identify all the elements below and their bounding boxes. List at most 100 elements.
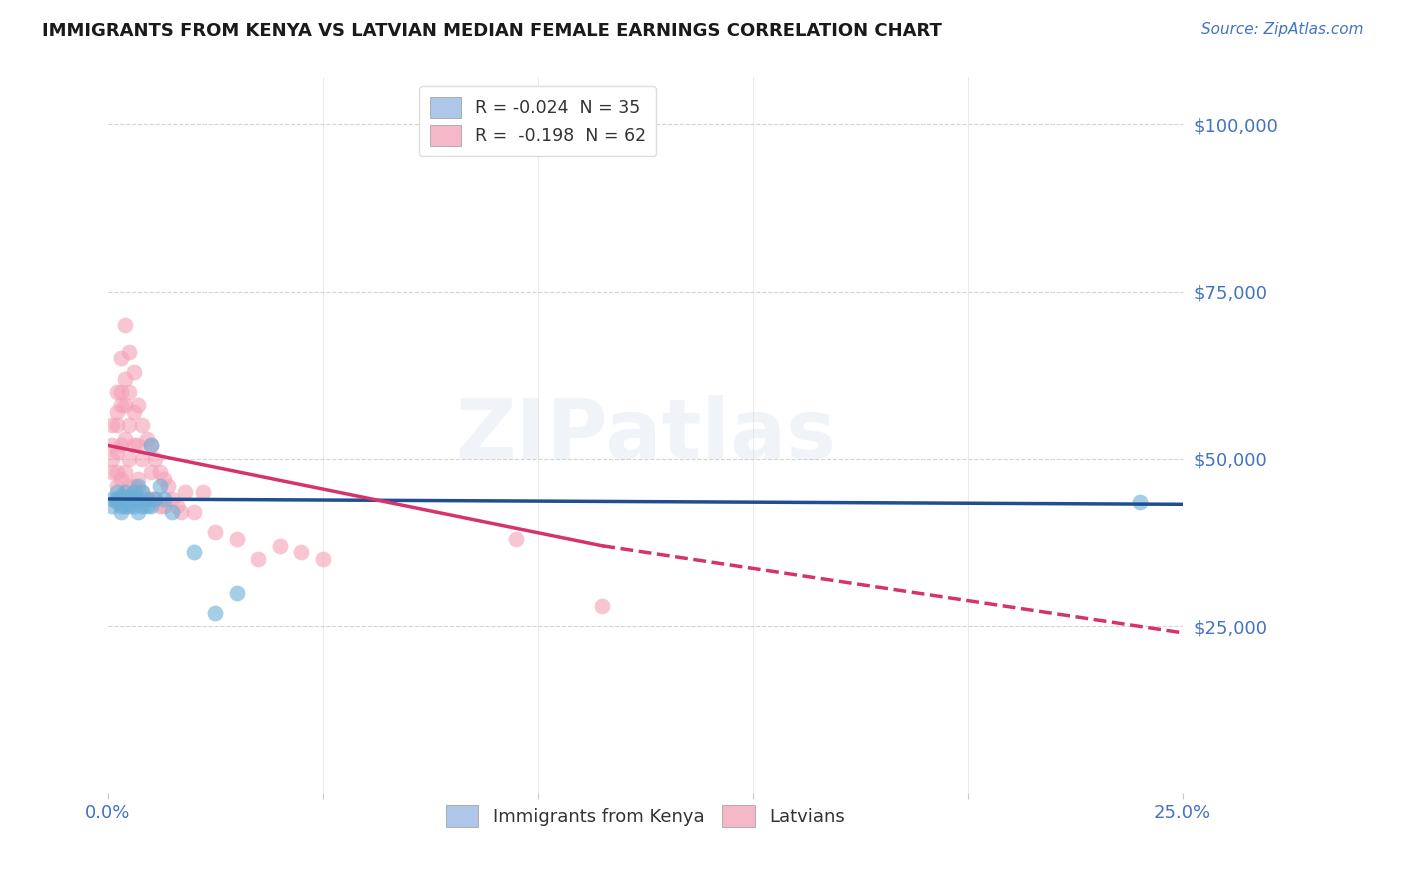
- Point: [139, 499, 162, 513]
- Point: [157, 478, 180, 492]
- Text: ZIPatlas: ZIPatlas: [454, 395, 835, 476]
- Legend: Immigrants from Kenya, Latvians: Immigrants from Kenya, Latvians: [439, 798, 852, 834]
- Point: [110, 351, 132, 366]
- Point: [131, 418, 153, 433]
- Point: [170, 505, 193, 519]
- Point: [101, 438, 124, 452]
- Point: [118, 491, 141, 506]
- Point: [118, 418, 141, 433]
- Point: [204, 606, 226, 620]
- Text: IMMIGRANTS FROM KENYA VS LATVIAN MEDIAN FEMALE EARNINGS CORRELATION CHART: IMMIGRANTS FROM KENYA VS LATVIAN MEDIAN …: [42, 22, 942, 40]
- Point: [143, 491, 166, 506]
- Point: [131, 499, 153, 513]
- Point: [139, 438, 162, 452]
- Point: [135, 491, 157, 506]
- Point: [105, 491, 128, 506]
- Point: [139, 465, 162, 479]
- Point: [114, 432, 136, 446]
- Point: [114, 318, 136, 332]
- Point: [105, 491, 128, 506]
- Point: [148, 499, 170, 513]
- Point: [114, 371, 136, 385]
- Point: [135, 499, 157, 513]
- Point: [139, 438, 162, 452]
- Point: [127, 491, 149, 506]
- Point: [183, 505, 205, 519]
- Point: [110, 398, 132, 412]
- Point: [131, 451, 153, 466]
- Point: [118, 384, 141, 399]
- Point: [101, 499, 124, 513]
- Point: [153, 491, 176, 506]
- Point: [226, 532, 249, 546]
- Point: [204, 525, 226, 540]
- Point: [122, 478, 145, 492]
- Point: [247, 552, 270, 566]
- Point: [110, 438, 132, 452]
- Point: [131, 485, 153, 500]
- Point: [1128, 495, 1150, 509]
- Point: [101, 465, 124, 479]
- Point: [122, 405, 145, 419]
- Point: [101, 491, 124, 506]
- Point: [114, 491, 136, 506]
- Point: [143, 491, 166, 506]
- Point: [110, 505, 132, 519]
- Point: [118, 499, 141, 513]
- Point: [505, 532, 527, 546]
- Point: [118, 489, 141, 503]
- Point: [139, 491, 162, 506]
- Point: [105, 418, 128, 433]
- Point: [118, 451, 141, 466]
- Point: [114, 485, 136, 500]
- Point: [122, 365, 145, 379]
- Point: [105, 445, 128, 459]
- Point: [269, 539, 291, 553]
- Point: [591, 599, 613, 613]
- Point: [105, 478, 128, 492]
- Point: [105, 384, 128, 399]
- Point: [153, 499, 176, 513]
- Point: [110, 489, 132, 503]
- Point: [110, 472, 132, 486]
- Point: [312, 552, 335, 566]
- Point: [148, 465, 170, 479]
- Point: [118, 344, 141, 359]
- Point: [110, 499, 132, 513]
- Point: [148, 478, 170, 492]
- Point: [110, 384, 132, 399]
- Point: [127, 472, 149, 486]
- Point: [191, 485, 214, 500]
- Point: [162, 505, 184, 519]
- Point: [105, 495, 128, 509]
- Point: [166, 499, 188, 513]
- Point: [183, 545, 205, 559]
- Point: [122, 438, 145, 452]
- Point: [122, 499, 145, 513]
- Point: [174, 485, 197, 500]
- Point: [127, 438, 149, 452]
- Point: [226, 585, 249, 599]
- Point: [135, 432, 157, 446]
- Point: [105, 465, 128, 479]
- Point: [143, 451, 166, 466]
- Point: [114, 398, 136, 412]
- Point: [101, 451, 124, 466]
- Point: [122, 485, 145, 500]
- Point: [162, 491, 184, 506]
- Point: [105, 405, 128, 419]
- Text: Source: ZipAtlas.com: Source: ZipAtlas.com: [1201, 22, 1364, 37]
- Point: [153, 472, 176, 486]
- Point: [118, 478, 141, 492]
- Point: [131, 485, 153, 500]
- Point: [127, 478, 149, 492]
- Point: [290, 545, 312, 559]
- Point: [114, 499, 136, 513]
- Point: [110, 491, 132, 506]
- Point: [122, 491, 145, 506]
- Point: [127, 398, 149, 412]
- Point: [135, 491, 157, 506]
- Point: [127, 505, 149, 519]
- Point: [105, 485, 128, 500]
- Point: [101, 418, 124, 433]
